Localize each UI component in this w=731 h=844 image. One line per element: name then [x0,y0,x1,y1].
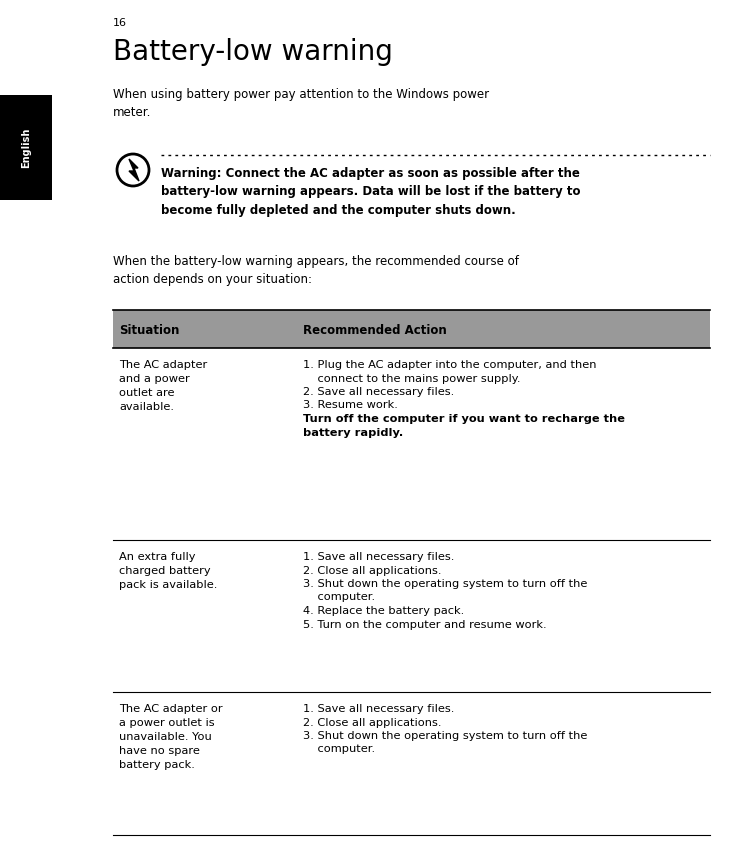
Text: English: English [21,127,31,168]
Text: computer.: computer. [303,744,375,755]
Text: An extra fully
charged battery
pack is available.: An extra fully charged battery pack is a… [119,552,217,590]
Text: 4. Replace the battery pack.: 4. Replace the battery pack. [303,606,464,616]
Text: Turn off the computer if you want to recharge the: Turn off the computer if you want to rec… [303,414,625,424]
Text: 1. Plug the AC adapter into the computer, and then: 1. Plug the AC adapter into the computer… [303,360,596,370]
Text: 5. Turn on the computer and resume work.: 5. Turn on the computer and resume work. [303,619,547,630]
Text: Battery-low warning: Battery-low warning [113,38,393,66]
Text: 1. Save all necessary files.: 1. Save all necessary files. [303,704,455,714]
Text: When the battery-low warning appears, the recommended course of
action depends o: When the battery-low warning appears, th… [113,255,519,286]
Text: 3. Shut down the operating system to turn off the: 3. Shut down the operating system to tur… [303,731,588,741]
Polygon shape [129,159,139,181]
Bar [0,95,52,200]
Text: 2. Close all applications.: 2. Close all applications. [303,565,442,576]
Text: connect to the mains power supply.: connect to the mains power supply. [303,374,520,383]
Text: 2. Close all applications.: 2. Close all applications. [303,717,442,728]
Text: 1. Save all necessary files.: 1. Save all necessary files. [303,552,455,562]
Bar [113,310,710,348]
Text: The AC adapter
and a power
outlet are
available.: The AC adapter and a power outlet are av… [119,360,208,412]
Text: Warning: Connect the AC adapter as soon as possible after the
battery-low warnin: Warning: Connect the AC adapter as soon … [161,167,580,217]
Text: When using battery power pay attention to the Windows power
meter.: When using battery power pay attention t… [113,88,489,119]
Text: 3. Resume work.: 3. Resume work. [303,401,398,410]
Text: 16: 16 [113,18,127,28]
Text: 3. Shut down the operating system to turn off the: 3. Shut down the operating system to tur… [303,579,588,589]
Text: Recommended Action: Recommended Action [303,324,447,338]
Text: battery rapidly.: battery rapidly. [303,428,404,437]
Text: Situation: Situation [119,324,179,338]
Text: computer.: computer. [303,592,375,603]
Text: The AC adapter or
a power outlet is
unavailable. You
have no spare
battery pack.: The AC adapter or a power outlet is unav… [119,704,223,770]
Text: 2. Save all necessary files.: 2. Save all necessary files. [303,387,454,397]
